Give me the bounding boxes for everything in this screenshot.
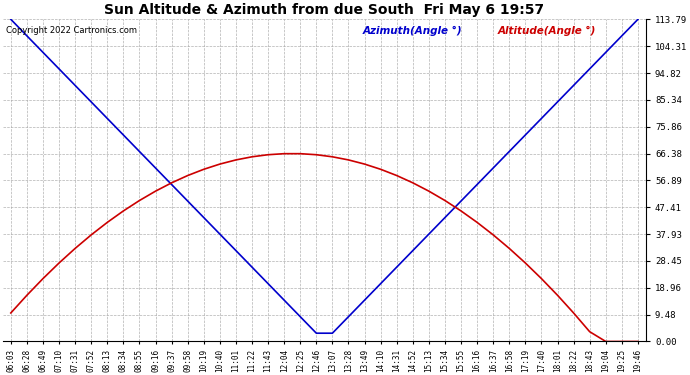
- Text: Copyright 2022 Cartronics.com: Copyright 2022 Cartronics.com: [6, 26, 137, 35]
- Text: Altitude(Angle °): Altitude(Angle °): [498, 26, 596, 36]
- Title: Sun Altitude & Azimuth from due South  Fri May 6 19:57: Sun Altitude & Azimuth from due South Fr…: [104, 3, 544, 17]
- Text: Azimuth(Angle °): Azimuth(Angle °): [363, 26, 462, 36]
